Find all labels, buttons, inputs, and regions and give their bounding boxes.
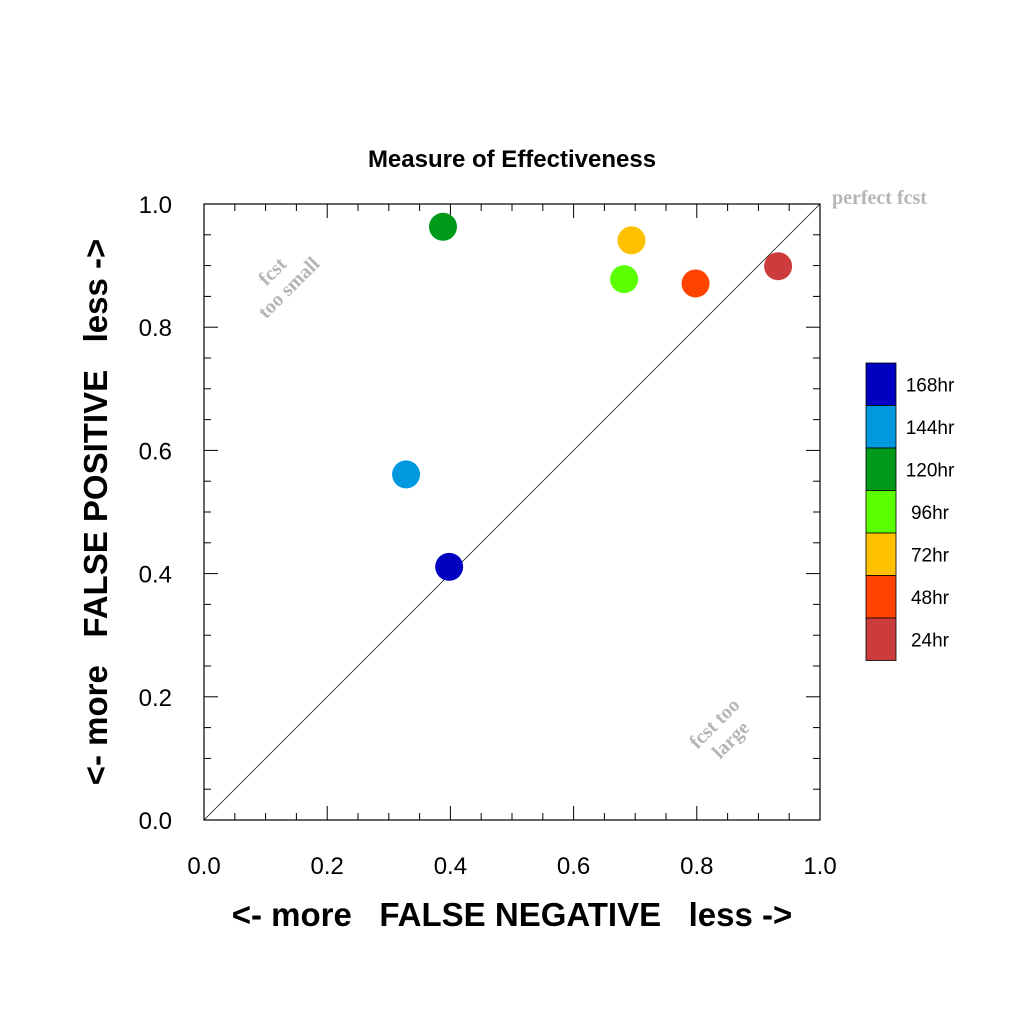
- chart-title: Measure of Effectiveness: [368, 146, 656, 173]
- y-tick-label: 0.0: [139, 808, 172, 835]
- legend-label-48hr: 48hr: [911, 588, 950, 609]
- perfect-forecast-annotation: perfect fcst: [832, 187, 927, 209]
- data-point-144hr: [392, 460, 421, 489]
- x-tick-label: 0.4: [434, 853, 467, 880]
- too-large-annotation: fcst too large: [685, 694, 754, 763]
- diagonal-line: [203, 203, 821, 821]
- y-tick-label: 0.8: [139, 315, 172, 342]
- legend-swatch-24hr: [865, 617, 897, 661]
- y-tick-label: 0.4: [139, 562, 172, 589]
- x-axis: [203, 204, 821, 820]
- x-tick-label: 1.0: [803, 853, 836, 880]
- y-tick-labels: 0.0 0.2 0.4 0.6 0.8 1.0: [139, 192, 172, 835]
- too-small-annotation: fcst too small: [254, 253, 324, 323]
- x-tick-label: 0.0: [187, 853, 220, 880]
- data-point-96hr: [610, 265, 639, 294]
- legend-label-168hr: 168hr: [906, 375, 955, 396]
- legend-label-144hr: 144hr: [906, 418, 955, 439]
- legend: 168hr 144hr 120hr 96hr 72hr 48hr 24hr: [865, 362, 955, 661]
- y-tick-label: 0.2: [139, 685, 172, 712]
- data-points: [392, 212, 793, 581]
- legend-swatch-72hr: [865, 532, 897, 576]
- legend-label-96hr: 96hr: [911, 503, 950, 524]
- legend-swatch-96hr: [865, 490, 897, 534]
- data-point-24hr: [764, 252, 793, 281]
- legend-swatch-48hr: [865, 575, 897, 619]
- x-tick-label: 0.8: [680, 853, 713, 880]
- data-point-72hr: [617, 226, 646, 255]
- legend-swatch-120hr: [865, 447, 897, 491]
- x-tick-label: 0.2: [311, 853, 344, 880]
- legend-label-72hr: 72hr: [911, 545, 950, 566]
- data-point-48hr: [681, 269, 710, 298]
- y-tick-label: 1.0: [139, 192, 172, 219]
- x-tick-label: 0.6: [557, 853, 590, 880]
- y-axis-label: <- more FALSE POSITIVE less ->: [77, 239, 114, 786]
- legend-swatch-168hr: [865, 362, 897, 406]
- y-axis: [204, 203, 820, 821]
- x-axis-label: <- more FALSE NEGATIVE less ->: [232, 896, 793, 933]
- data-point-120hr: [429, 212, 458, 241]
- x-tick-labels: 0.0 0.2 0.4 0.6 0.8 1.0: [187, 853, 836, 880]
- data-point-168hr: [435, 552, 464, 581]
- legend-label-24hr: 24hr: [911, 630, 950, 651]
- legend-swatch-144hr: [865, 405, 897, 449]
- legend-label-120hr: 120hr: [906, 460, 955, 481]
- y-tick-label: 0.6: [139, 438, 172, 465]
